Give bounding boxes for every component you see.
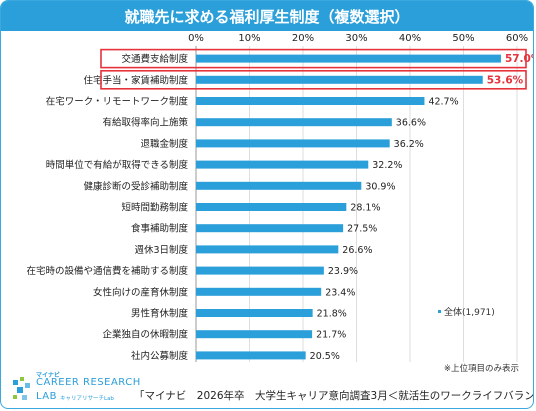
logo-lab: LAB (36, 391, 58, 402)
bar (196, 181, 362, 190)
highlight-box (100, 48, 527, 69)
logo-subtitle: キャリアリサーチLab (60, 396, 114, 402)
x-tick-label: 0% (188, 33, 204, 44)
x-tick-label: 20% (292, 33, 314, 44)
legend-swatch (438, 310, 441, 313)
value-label: 28.1% (350, 203, 380, 214)
x-tick-label: 10% (238, 33, 260, 44)
category-label: 女性向けの産育休制度 (93, 286, 189, 298)
value-label: 36.6% (396, 118, 426, 129)
category-label: 在宅ワーク・リモートワーク制度 (46, 96, 189, 108)
logo-brand: マイナビ (36, 372, 60, 379)
category-label: 退職金制度 (140, 138, 188, 150)
value-label: 21.7% (316, 330, 346, 341)
x-tick-label: 30% (345, 33, 367, 44)
category-label: 交通費支給制度 (121, 53, 188, 65)
bar (196, 266, 324, 275)
x-tick-label: 40% (399, 33, 421, 44)
category-label: 健康診断の受診補助制度 (83, 180, 188, 192)
legend: 全体(1,971) (438, 305, 495, 318)
career-research-lab-logo: マイナビ CAREER RESEARCH LAB キャリアリサーチLab (7, 370, 167, 408)
value-label: 32.2% (372, 160, 402, 171)
bar (196, 75, 483, 84)
category-label: 有給取得率向上施策 (102, 117, 188, 129)
chart-title: 就職先に求める福利厚生制度（複数選択） (1, 1, 533, 31)
value-label: 26.6% (342, 245, 372, 256)
bar (196, 224, 344, 233)
category-label: 社内公募制度 (131, 350, 189, 362)
bar (196, 203, 347, 211)
logo-mark-icon (13, 377, 30, 400)
category-label: 短時間勤務制度 (121, 202, 188, 214)
value-label: 57.0% (505, 53, 534, 65)
bar (196, 97, 425, 105)
value-label: 20.5% (310, 351, 340, 362)
category-label: 企業独自の休暇制度 (102, 329, 188, 341)
x-tick-label: 50% (452, 33, 474, 44)
source-text: 「マイナビ 2026年卒 大学生キャリア意向調査3月＜就活生のワークライフバラン… (134, 390, 534, 402)
category-label: 男性育休制度 (131, 308, 189, 320)
value-label: 21.8% (317, 309, 347, 320)
category-label: 住宅手当・家賃補助制度 (83, 74, 188, 86)
x-tick-label: 60% (506, 33, 528, 44)
category-label: 週休3日制度 (134, 244, 188, 256)
bar (196, 139, 390, 148)
bar (196, 330, 313, 339)
category-label: 食事補助制度 (131, 223, 189, 235)
value-label: 36.2% (394, 139, 424, 150)
bar (196, 287, 322, 296)
bar (196, 54, 501, 63)
bar (196, 245, 339, 254)
bar (196, 351, 306, 360)
highlight-box (100, 70, 527, 90)
value-label: 53.6% (487, 74, 524, 86)
category-label: 時間単位で有給が取得できる制度 (46, 159, 189, 171)
value-label: 23.9% (328, 266, 358, 277)
bar (196, 118, 392, 127)
value-label: 23.4% (325, 287, 355, 298)
value-label: 42.7% (428, 97, 458, 108)
logo-title: CAREER RESEARCH (36, 377, 141, 388)
value-label: 27.5% (347, 224, 377, 235)
category-label: 在宅時の設備や通信費を補助する制度 (26, 265, 188, 277)
value-label: 30.9% (365, 181, 395, 192)
bar (196, 160, 369, 169)
footnote: ※上位項目のみ表示 (443, 364, 519, 374)
bar (196, 309, 313, 317)
legend-label: 全体(1,971) (444, 308, 495, 318)
